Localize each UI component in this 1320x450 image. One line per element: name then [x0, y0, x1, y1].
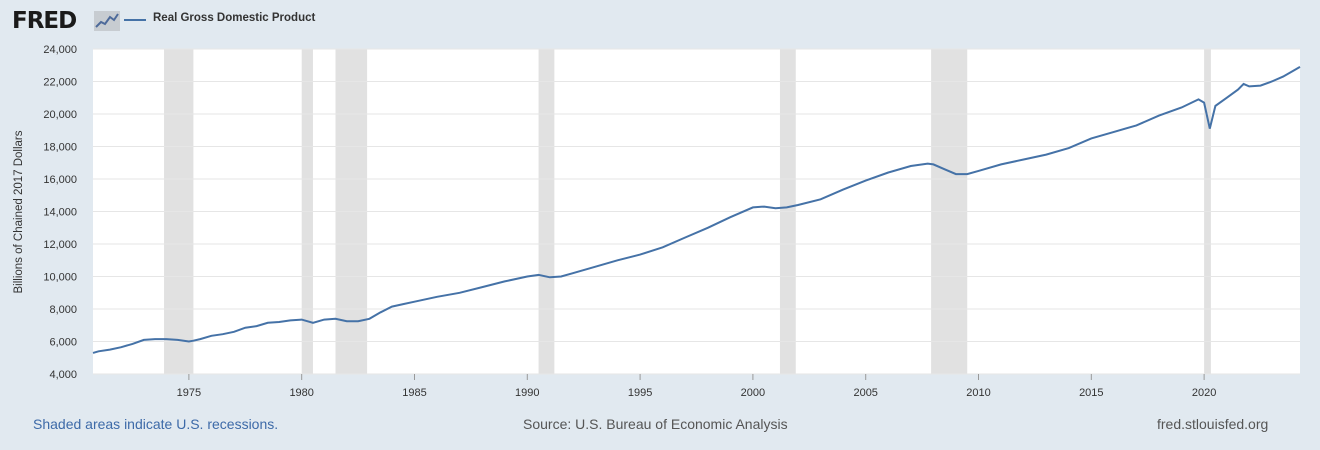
- fred-chart-logo-icon: [94, 11, 120, 31]
- y-tick-label: 6,000: [49, 337, 77, 349]
- x-axis-ticks: 1975 1980 1985 1990 1995 2000 2005 2010 2015 2020: [177, 374, 1216, 399]
- fred-logo-text: FRED: [12, 8, 77, 34]
- x-tick-label: 1980: [289, 387, 313, 399]
- x-tick-label: 1975: [177, 387, 201, 399]
- y-tick-label: 14,000: [43, 207, 77, 219]
- legend-swatch: [124, 19, 146, 21]
- x-tick-label: 2005: [853, 387, 877, 399]
- x-tick-label: 2000: [741, 387, 765, 399]
- x-tick-label: 2010: [966, 387, 990, 399]
- y-tick-label: 18,000: [43, 142, 77, 154]
- x-tick-label: 2015: [1079, 387, 1103, 399]
- site-link[interactable]: fred.stlouisfed.org: [1157, 416, 1269, 432]
- recessions-note-link[interactable]: Shaded areas indicate U.S. recessions.: [33, 416, 279, 432]
- y-tick-label: 16,000: [43, 174, 77, 186]
- y-tick-label: 22,000: [43, 77, 77, 89]
- source-note: Source: U.S. Bureau of Economic Analysis: [523, 416, 788, 432]
- y-tick-label: 8,000: [49, 304, 77, 316]
- line-chart: 4,000 6,000 8,000 10,000 12,000 14,000 16,000 1…: [13, 44, 1301, 399]
- y-axis-label: Billions of Chained 2017 Dollars: [13, 130, 25, 293]
- y-tick-label: 4,000: [49, 369, 77, 381]
- x-tick-label: 1990: [515, 387, 539, 399]
- chart-header: FRED Real Gross Domestic Product: [8, 6, 608, 34]
- y-tick-label: 12,000: [43, 239, 77, 251]
- legend-series-label: Real Gross Domestic Product: [153, 12, 316, 24]
- y-tick-label: 24,000: [43, 44, 77, 56]
- x-tick-label: 2020: [1192, 387, 1216, 399]
- x-tick-label: 1985: [402, 387, 426, 399]
- gridlines: [93, 48, 1300, 375]
- x-tick-label: 1995: [628, 387, 652, 399]
- series-line-real-gdp: [92, 66, 1301, 354]
- y-axis-ticks: 4,000 6,000 8,000 10,000 12,000 14,000 16,000 1…: [43, 44, 77, 381]
- y-tick-label: 20,000: [43, 109, 77, 121]
- y-tick-label: 10,000: [43, 272, 77, 284]
